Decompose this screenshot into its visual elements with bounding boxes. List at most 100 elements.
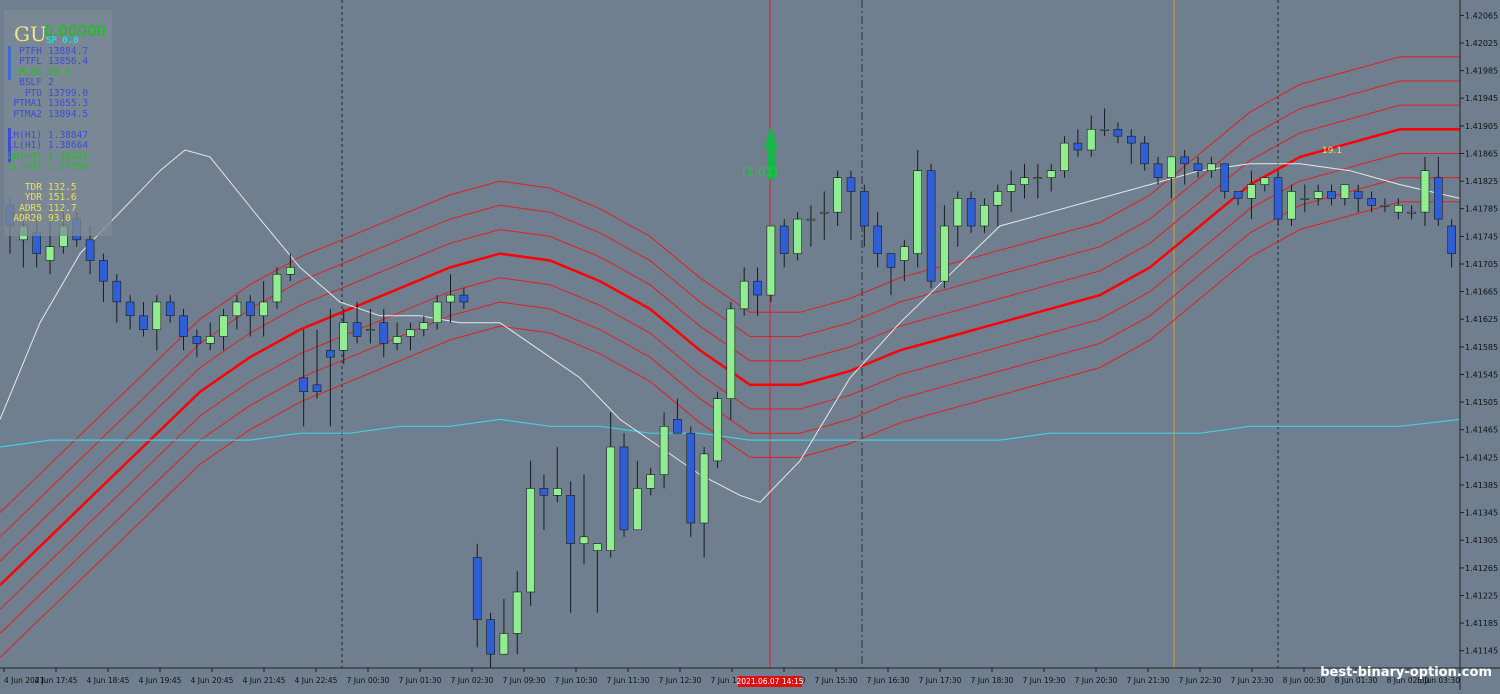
candle-body	[459, 294, 469, 303]
x-tick-label: 4 Jun 17:45	[35, 676, 78, 685]
candle-body	[819, 211, 829, 214]
candle-body	[1113, 129, 1123, 137]
candle-body	[1100, 129, 1109, 131]
candle-body	[419, 322, 429, 330]
y-tick-label: 1.41625	[1465, 315, 1498, 324]
candle-body	[1073, 142, 1083, 151]
candle-body	[953, 198, 963, 227]
info-value: 1.38847	[48, 130, 89, 141]
candle-body	[1353, 191, 1363, 199]
y-tick-label: 1.41545	[1465, 371, 1498, 380]
candle-body	[1153, 163, 1163, 178]
candle-body	[1233, 191, 1243, 199]
info-label: ADR5	[19, 203, 42, 214]
time-separators	[341, 0, 1279, 668]
candle-body	[779, 225, 789, 254]
envelope-line	[0, 177, 1460, 634]
y-tick-label: 1.42065	[1465, 11, 1498, 20]
x-tick-label: 7 Jun 01:30	[399, 676, 442, 685]
x-tick-label: 7 Jun 19:30	[1023, 676, 1066, 685]
candle-body	[339, 322, 349, 351]
candle-body	[165, 301, 175, 317]
envelope-line	[0, 56, 1460, 513]
buy-arrow-icon	[764, 126, 778, 179]
info-label: PTFL	[19, 56, 42, 67]
x-tick-label: 7 Jun 02:30	[451, 676, 494, 685]
candle-body	[112, 280, 122, 303]
y-tick-label: 1.41865	[1465, 150, 1498, 159]
info-label: PLBS	[19, 67, 42, 78]
candle-body	[966, 198, 976, 227]
main-ma-line	[0, 128, 1460, 586]
candle-body	[1273, 177, 1283, 220]
info-label: LL(H4)	[7, 161, 42, 172]
candle-body	[1447, 225, 1456, 254]
candle-body	[980, 205, 989, 227]
x-tick-label: 7 Jun 20:30	[1075, 676, 1118, 685]
candle-body	[646, 474, 656, 489]
x-tick-label: 7 Jun 18:30	[971, 676, 1014, 685]
candle-body	[486, 619, 495, 655]
y-tick-label: 1.41705	[1465, 260, 1498, 269]
x-tick-label: 8 Jun 01:30	[1335, 676, 1378, 685]
info-value: 28.3	[48, 67, 71, 78]
y-tick-label: 1.41505	[1465, 398, 1498, 407]
info-value: 151.6	[48, 192, 77, 203]
candle-body	[312, 384, 322, 392]
candle-body	[125, 301, 135, 317]
candle-body	[259, 301, 268, 317]
y-tick-label: 1.41225	[1465, 592, 1498, 601]
candle-body	[1167, 156, 1176, 178]
candle-body	[472, 557, 482, 621]
y-tick-label: 1.41985	[1465, 67, 1498, 76]
info-value: 112.7	[48, 203, 77, 214]
x-tick-label: 4 Jun 19:45	[139, 676, 182, 685]
x-tick-label: 4 Jun 20:45	[191, 676, 234, 685]
candle-body	[99, 260, 108, 282]
candle-body	[219, 315, 228, 337]
candle-body	[1287, 191, 1296, 220]
candle-body	[699, 453, 709, 524]
candle-body	[900, 246, 909, 261]
candle-body	[633, 488, 642, 531]
y-tick-label: 1.41425	[1465, 453, 1498, 462]
symbol-label: GU	[14, 22, 47, 46]
candle-body	[152, 301, 162, 330]
candle-body	[846, 177, 856, 192]
candle-body	[793, 218, 802, 254]
candle-body	[726, 308, 736, 399]
y-tick-label: 1.41465	[1465, 426, 1498, 435]
info-label: YDR	[24, 192, 42, 203]
candle-body	[1006, 184, 1016, 192]
candle-body	[1180, 156, 1189, 165]
candle-body	[606, 446, 616, 551]
candle-body	[940, 225, 949, 282]
candle-body	[352, 322, 362, 337]
y-tick-label: 1.41945	[1465, 94, 1498, 103]
candle-body	[579, 536, 589, 544]
envelope-line	[0, 104, 1460, 562]
candle-body	[205, 336, 215, 344]
x-tick-label: 7 Jun 23:30	[1231, 676, 1274, 685]
info-label: LH(H1)	[7, 130, 42, 141]
candle-body	[993, 191, 1003, 206]
candle-body	[1060, 142, 1069, 172]
x-tick-label: 7 Jun 13:30	[711, 676, 754, 685]
candle-body	[659, 425, 669, 475]
info-label: PTO	[24, 88, 42, 99]
x-tick-label: 7 Jun 22:30	[1179, 676, 1222, 685]
candle-body	[326, 349, 335, 358]
x-tick-label: 4 Jun 21:45	[243, 676, 286, 685]
info-label: PTMA1	[13, 98, 42, 109]
candle-body	[552, 488, 562, 496]
candle-body	[713, 398, 722, 462]
x-tick-label: 7 Jun 10:30	[555, 676, 598, 685]
candle-body	[1033, 177, 1043, 179]
candle-body	[1394, 205, 1403, 213]
info-value: 13856.4	[48, 56, 89, 67]
highlight-time-label: 2021.06.07 14:15	[737, 677, 804, 686]
